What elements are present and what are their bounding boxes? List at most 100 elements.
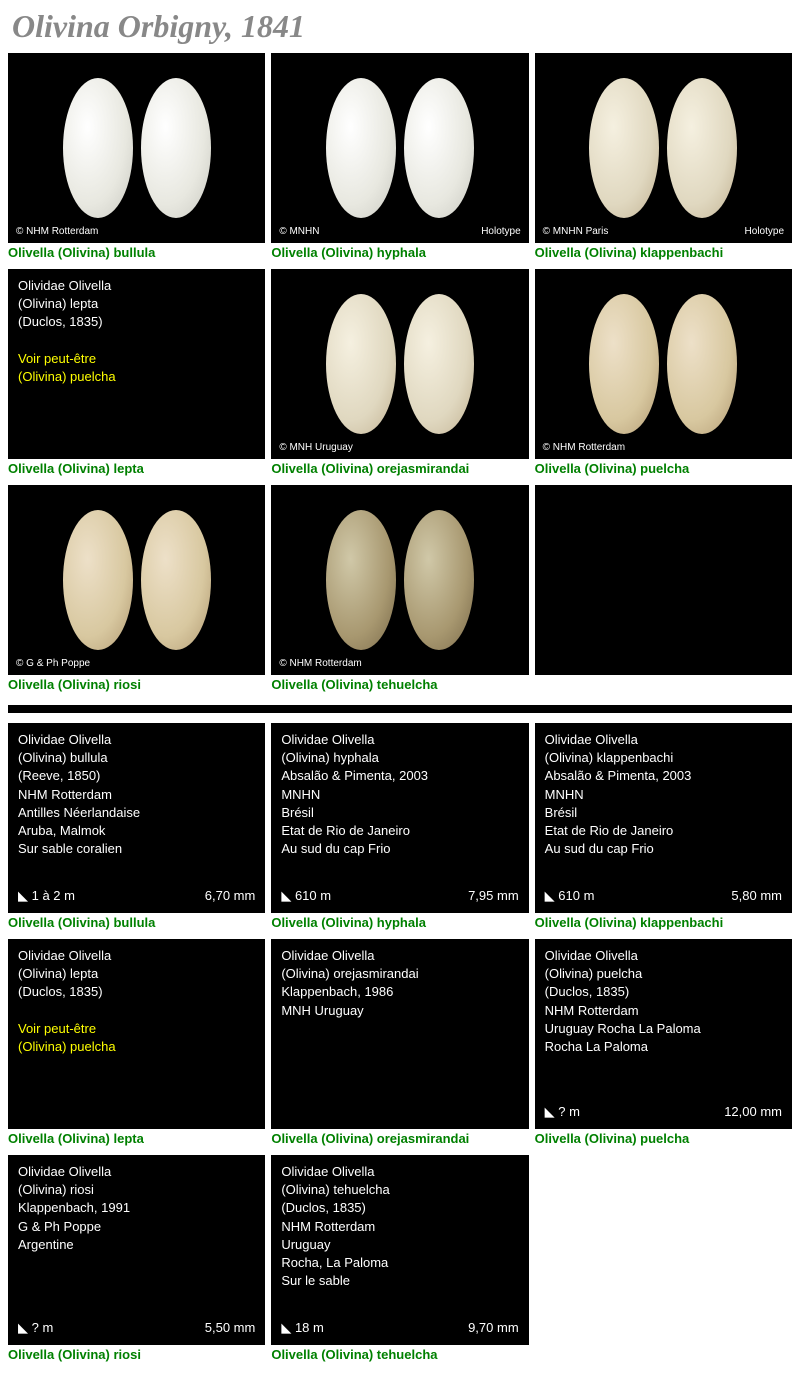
- info-card: Olividae Olivella(Olivina) riosiKlappenb…: [8, 1155, 265, 1345]
- shell-shape: [667, 294, 737, 434]
- info-line: MNHN: [281, 786, 518, 804]
- info-line: Olividae Olivella: [281, 947, 518, 965]
- depth-value: 18 m: [281, 1319, 324, 1337]
- info-line: Olividae Olivella: [18, 947, 255, 965]
- info-line: Olividae Olivella: [281, 1163, 518, 1181]
- specimen-image[interactable]: © NHM Rotterdam: [535, 269, 792, 459]
- measurement-row: 610 m5,80 mm: [545, 887, 782, 905]
- measurement-row: 610 m 7,95 mm: [281, 887, 518, 905]
- size-value: 7,95 mm: [468, 887, 519, 905]
- specimen-caption[interactable]: Olivella (Olivina) orejasmirandai: [271, 1131, 528, 1149]
- shell-shape: [141, 78, 211, 218]
- measurement-row: 1 à 2 m6,70 mm: [18, 887, 255, 905]
- measurement-row: ? m12,00 mm: [545, 1103, 782, 1121]
- specimen-caption[interactable]: Olivella (Olivina) lepta: [8, 461, 265, 479]
- specimen-caption[interactable]: Olivella (Olivina) puelcha: [535, 1131, 792, 1149]
- specimen-caption[interactable]: Olivella (Olivina) klappenbachi: [535, 245, 792, 263]
- specimen-caption[interactable]: Olivella (Olivina) hyphala: [271, 245, 528, 263]
- holotype-label: Holotype: [745, 226, 784, 237]
- specimen-image[interactable]: © NHM Rotterdam: [8, 53, 265, 243]
- info-line: Absalão & Pimenta, 2003: [545, 767, 782, 785]
- info-line: (Duclos, 1835): [18, 983, 255, 1001]
- image-credit: © MNHN Paris: [543, 226, 609, 237]
- empty-box: [535, 485, 792, 675]
- info-line: (Duclos, 1835): [18, 313, 255, 331]
- grid-cell: Olividae Olivella(Olivina) bullula(Reeve…: [8, 723, 265, 933]
- specimen-image[interactable]: © NHM Rotterdam: [271, 485, 528, 675]
- info-card: Olividae Olivella(Olivina) bullula(Reeve…: [8, 723, 265, 913]
- info-line: [18, 1002, 255, 1020]
- info-line: Rocha La Paloma: [545, 1038, 782, 1056]
- specimen-caption[interactable]: Olivella (Olivina) bullula: [8, 245, 265, 263]
- info-card: Olividae Olivella(Olivina) klappenbachiA…: [535, 723, 792, 913]
- specimen-caption[interactable]: Olivella (Olivina) riosi: [8, 1347, 265, 1365]
- grid-cell: Olividae Olivella(Olivina) klappenbachiA…: [535, 723, 792, 933]
- specimen-caption[interactable]: Olivella (Olivina) puelcha: [535, 461, 792, 479]
- specimen-caption[interactable]: Olivella (Olivina) orejasmirandai: [271, 461, 528, 479]
- measurement-row: 18 m 9,70 mm: [281, 1319, 518, 1337]
- depth-value: 610 m: [281, 887, 331, 905]
- info-card: Olividae Olivella(Olivina) tehuelcha(Duc…: [271, 1155, 528, 1345]
- info-line: Olividae Olivella: [18, 277, 255, 295]
- info-line: G & Ph Poppe: [18, 1218, 255, 1236]
- specimen-caption[interactable]: [535, 677, 792, 695]
- info-card: Olividae Olivella(Olivina) lepta(Duclos,…: [8, 939, 265, 1129]
- specimen-caption[interactable]: Olivella (Olivina) bullula: [8, 915, 265, 933]
- specimen-caption[interactable]: Olivella (Olivina) tehuelcha: [271, 1347, 528, 1365]
- info-line: (Olivina) lepta: [18, 295, 255, 313]
- info-line: Antilles Néerlandaise: [18, 804, 255, 822]
- info-line: (Olivina) puelcha: [545, 965, 782, 983]
- info-line: Rocha, La Paloma: [281, 1254, 518, 1272]
- image-credit: © MNH Uruguay: [279, 442, 353, 453]
- size-value: 12,00 mm: [724, 1103, 782, 1121]
- size-value: 9,70 mm: [468, 1319, 519, 1337]
- info-line: (Duclos, 1835): [545, 983, 782, 1001]
- shell-shape: [63, 78, 133, 218]
- size-value: 5,80 mm: [731, 887, 782, 905]
- info-line: (Olivina) tehuelcha: [281, 1181, 518, 1199]
- specimen-caption[interactable]: Olivella (Olivina) klappenbachi: [535, 915, 792, 933]
- info-line: Uruguay Rocha La Paloma: [545, 1020, 782, 1038]
- specimen-image[interactable]: © MNHNHolotype: [271, 53, 528, 243]
- image-credit: © MNHN: [279, 226, 319, 237]
- info-line: Etat de Rio de Janeiro: [545, 822, 782, 840]
- grid-cell: © MNHN Paris Holotype Olivella (Olivina) k…: [535, 53, 792, 263]
- info-line: [18, 332, 255, 350]
- grid-cell: Olividae Olivella(Olivina) tehuelcha(Duc…: [271, 1155, 528, 1365]
- grid-cell: Olividae Olivella(Olivina) riosiKlappenb…: [8, 1155, 265, 1365]
- info-line: (Olivina) puelcha: [18, 1038, 255, 1056]
- specimen-caption[interactable]: Olivella (Olivina) lepta: [8, 1131, 265, 1149]
- specimen-image[interactable]: © MNHN Paris Holotype: [535, 53, 792, 243]
- grid-cell: [535, 485, 792, 695]
- grid-cell: © NHM Rotterdam Olivella (Olivina) tehuel…: [271, 485, 528, 695]
- info-line: Olividae Olivella: [18, 731, 255, 749]
- info-line: Sur le sable: [281, 1272, 518, 1290]
- image-grid: © NHM Rotterdam Olivella (Olivina) bullul…: [8, 53, 792, 695]
- specimen-image[interactable]: © MNH Uruguay: [271, 269, 528, 459]
- shell-shape: [404, 78, 474, 218]
- info-line: (Olivina) hyphala: [281, 749, 518, 767]
- specimen-image[interactable]: © G & Ph Poppe: [8, 485, 265, 675]
- grid-cell: Olividae Olivella(Olivina) lepta(Duclos,…: [8, 939, 265, 1149]
- grid-cell: Olividae Olivella(Olivina) puelcha(Duclo…: [535, 939, 792, 1149]
- specimen-caption[interactable]: Olivella (Olivina) riosi: [8, 677, 265, 695]
- info-line: Olividae Olivella: [281, 731, 518, 749]
- grid-cell: © G & Ph Poppe Olivella (Olivina) riosi: [8, 485, 265, 695]
- page-title: Olivina Orbigny, 1841: [8, 8, 792, 45]
- specimen-caption[interactable]: Olivella (Olivina) tehuelcha: [271, 677, 528, 695]
- info-card: Olividae Olivella(Olivina) lepta(Duclos,…: [8, 269, 265, 459]
- info-line: Olividae Olivella: [18, 1163, 255, 1181]
- grid-cell: © MNHNHolotype Olivella (Olivina) hyphala: [271, 53, 528, 263]
- info-line: (Duclos, 1835): [281, 1199, 518, 1217]
- info-line: Voir peut-être: [18, 1020, 255, 1038]
- info-line: Klappenbach, 1991: [18, 1199, 255, 1217]
- info-line: Absalão & Pimenta, 2003: [281, 767, 518, 785]
- specimen-caption[interactable]: Olivella (Olivina) hyphala: [271, 915, 528, 933]
- info-line: (Olivina) bullula: [18, 749, 255, 767]
- shell-shape: [667, 78, 737, 218]
- size-value: 5,50 mm: [205, 1319, 256, 1337]
- info-line: (Olivina) puelcha: [18, 368, 255, 386]
- info-line: Au sud du cap Frio: [545, 840, 782, 858]
- grid-cell: © NHM Rotterdam Olivella (Olivina) bullul…: [8, 53, 265, 263]
- info-card: Olividae Olivella(Olivina) puelcha(Duclo…: [535, 939, 792, 1129]
